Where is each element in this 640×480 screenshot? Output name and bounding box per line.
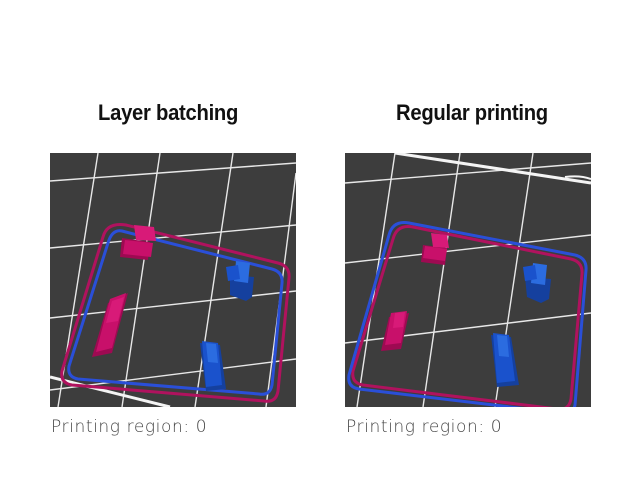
magenta-part-top — [120, 225, 156, 260]
plate-edge — [394, 153, 591, 185]
plate-grid — [50, 153, 296, 407]
blue-skirt-outline — [347, 221, 588, 407]
plate-edge-detail — [564, 175, 591, 180]
magenta-part-bottom — [92, 293, 128, 357]
printing-region-readout-right: Printing region: 0 — [346, 417, 503, 437]
magenta-part-bottom — [381, 311, 409, 351]
build-plate-render — [345, 153, 591, 407]
magenta-skirt-outline — [60, 223, 291, 403]
magenta-skirt-outline — [351, 225, 584, 407]
printing-region-readout-left: Printing region: 0 — [51, 417, 208, 437]
blue-part-right — [226, 261, 254, 301]
blue-skirt-outline — [67, 229, 284, 396]
build-plate-view-regular-printing[interactable] — [345, 153, 591, 407]
magenta-part-top — [421, 233, 449, 265]
blue-part-right — [523, 263, 551, 303]
panel-title-regular-printing: Regular printing — [396, 100, 548, 125]
build-plate-view-layer-batching[interactable] — [50, 153, 296, 407]
build-plate-render — [50, 153, 296, 407]
blue-part-bottom — [200, 341, 226, 391]
blue-part-bottom — [491, 333, 519, 387]
plate-edge — [50, 375, 171, 407]
plate-surface — [50, 153, 296, 407]
panel-title-layer-batching: Layer batching — [98, 100, 239, 125]
